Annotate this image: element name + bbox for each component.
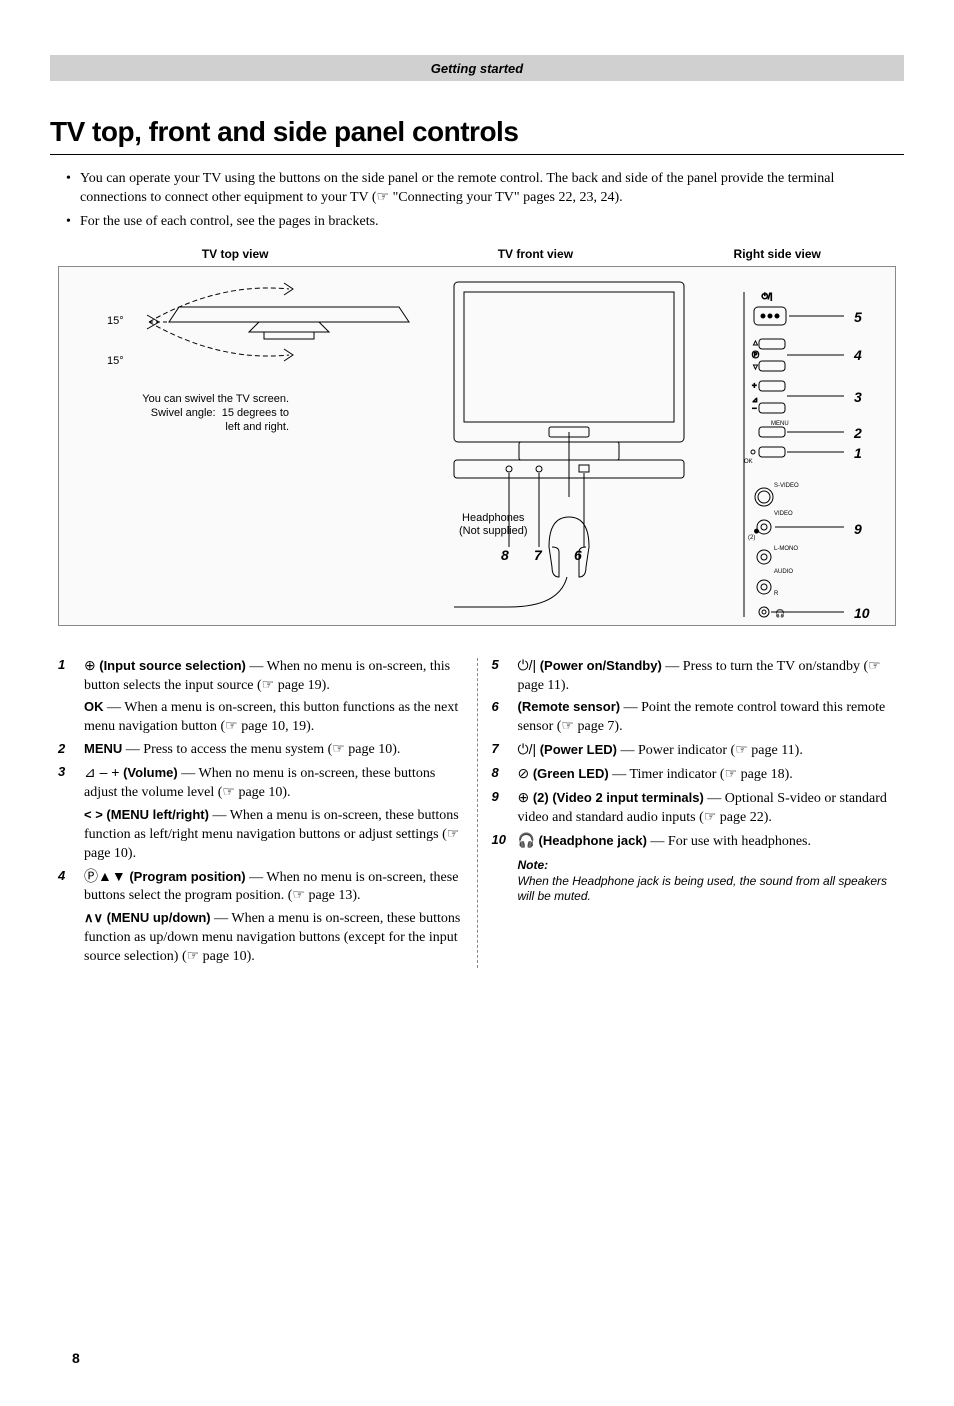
svg-text:R: R — [774, 591, 779, 597]
label-front-view: TV front view — [410, 247, 660, 261]
svg-text:AUDIO: AUDIO — [774, 569, 793, 575]
svg-text:⏻/|: ⏻/| — [762, 292, 773, 301]
svg-text:Ⓟ: Ⓟ — [752, 351, 759, 359]
item-3: 3 ⊿ – + (Volume) — When no menu is on-sc… — [58, 763, 463, 803]
page-title: TV top, front and side panel controls — [50, 116, 904, 148]
side-view: ⏻/| ▲ Ⓟ ▼ + ⊿ − — [719, 277, 889, 627]
svg-text:S-VIDEO: S-VIDEO — [774, 483, 799, 489]
svg-text:▼: ▼ — [752, 364, 759, 371]
svg-text:VIDEO: VIDEO — [774, 511, 793, 517]
svg-text:⊿: ⊿ — [752, 397, 758, 404]
diagram: 15° 15° You can swivel the TV screen. Sw… — [58, 266, 896, 626]
section-title: Getting started — [431, 61, 523, 76]
item-4: 4 Ⓟ▲▼ (Program position) — When no menu … — [58, 867, 463, 907]
svg-text:−: − — [752, 404, 757, 413]
bullet-item: For the use of each control, see the pag… — [66, 213, 894, 232]
svg-text:L-MONO: L-MONO — [774, 546, 798, 552]
callout-2: 2 — [854, 425, 862, 441]
item-8: 8 ⊘ (Green LED) — Timer indicator (☞ pag… — [492, 764, 897, 785]
tv-front-view — [449, 277, 699, 617]
callout-1: 1 — [854, 445, 862, 461]
angle-bot: 15° — [107, 355, 124, 367]
headphones-text: Headphones (Not supplied) — [459, 512, 527, 538]
item-5: 5 ⏻/| (Power on/Standby) — Press to turn… — [492, 656, 897, 696]
right-column: 5 ⏻/| (Power on/Standby) — Press to turn… — [480, 656, 897, 970]
callout-7: 7 — [534, 547, 542, 563]
note-heading: Note: — [518, 858, 897, 872]
item-1-ok: OK — When a menu is on-screen, this butt… — [84, 698, 463, 737]
label-top-view: TV top view — [60, 247, 410, 261]
callout-3: 3 — [854, 389, 862, 405]
callout-6: 6 — [574, 547, 582, 563]
item-7: 7 ⏻/| (Power LED) — Power indicator (☞ p… — [492, 740, 897, 761]
left-column: 1 ⊕ (Input source selection) — When no m… — [58, 656, 475, 970]
title-rule — [50, 154, 904, 155]
bullet-item: You can operate your TV using the button… — [66, 170, 894, 208]
svg-text:▲: ▲ — [752, 340, 759, 347]
svg-text:MENU: MENU — [771, 421, 789, 427]
note-body: When the Headphone jack is being used, t… — [518, 874, 897, 905]
callout-9: 9 — [854, 521, 862, 537]
svg-text:(2): (2) — [748, 535, 755, 541]
item-4-menu: ∧∨ (MENU up/down) — When a menu is on-sc… — [84, 909, 463, 967]
svg-text:+: + — [752, 381, 757, 390]
label-side-view: Right side view — [660, 247, 894, 261]
intro-bullets: You can operate your TV using the button… — [66, 170, 894, 232]
callout-8: 8 — [501, 547, 509, 563]
item-1: 1 ⊕ (Input source selection) — When no m… — [58, 656, 463, 696]
callout-4: 4 — [854, 347, 862, 363]
callout-10: 10 — [854, 605, 870, 621]
item-2: 2 MENU — Press to access the menu system… — [58, 740, 463, 760]
item-9: 9 ⊕ (2) (Video 2 input terminals) — Opti… — [492, 788, 897, 828]
svg-text:OK: OK — [744, 459, 753, 465]
page-number: 8 — [72, 1350, 954, 1366]
item-3-menu: < > (MENU left/right) — When a menu is o… — [84, 806, 463, 864]
column-divider — [477, 658, 478, 968]
item-10: 10 🎧 (Headphone jack) — For use with hea… — [492, 831, 897, 852]
description-columns: 1 ⊕ (Input source selection) — When no m… — [58, 656, 896, 970]
swivel-text: You can swivel the TV screen. Swivel ang… — [99, 392, 289, 435]
item-6: 6 (Remote sensor) — Point the remote con… — [492, 698, 897, 737]
diagram-labels: TV top view TV front view Right side vie… — [60, 247, 894, 261]
svg-text:🎧: 🎧 — [775, 608, 785, 618]
angle-top: 15° — [107, 315, 124, 327]
callout-5: 5 — [854, 309, 862, 325]
section-header: Getting started — [50, 55, 904, 81]
